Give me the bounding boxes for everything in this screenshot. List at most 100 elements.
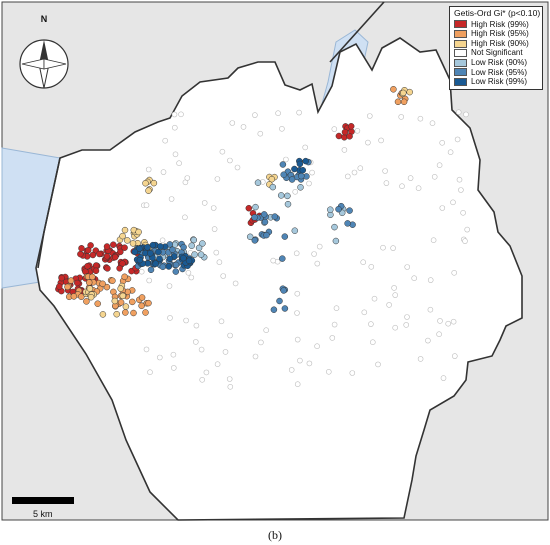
map-point xyxy=(351,169,358,176)
map-point xyxy=(383,180,390,186)
map-point xyxy=(180,254,187,262)
map-point xyxy=(67,277,75,284)
map-point xyxy=(144,244,151,251)
map-point xyxy=(263,231,270,239)
map-point xyxy=(417,356,424,362)
legend-swatch xyxy=(454,29,467,38)
map-point xyxy=(455,109,462,115)
map-point xyxy=(152,260,159,267)
map-point xyxy=(246,233,254,241)
map-point xyxy=(316,243,323,250)
map-point xyxy=(172,261,180,269)
map-point xyxy=(96,250,103,258)
map-point xyxy=(188,242,195,249)
map-point xyxy=(458,187,464,193)
map-point xyxy=(276,297,283,305)
map-point xyxy=(130,309,137,317)
map-point xyxy=(297,357,303,364)
map-point xyxy=(222,349,229,355)
map-point xyxy=(109,277,116,284)
map-point xyxy=(193,322,200,329)
map-point xyxy=(87,293,95,301)
map-point xyxy=(146,277,152,284)
map-point xyxy=(297,184,304,191)
map-point xyxy=(117,285,124,292)
map-point xyxy=(171,111,178,118)
map-point xyxy=(361,309,368,316)
map-point xyxy=(229,120,236,126)
boundary-line-northeast xyxy=(329,1,385,63)
legend-label: High Risk (99%) xyxy=(471,19,529,29)
map-point xyxy=(147,369,153,376)
map-point xyxy=(451,269,458,276)
map-point xyxy=(83,298,90,305)
map-point xyxy=(331,321,338,328)
map-point xyxy=(279,126,285,132)
map-point xyxy=(415,185,422,191)
map-point xyxy=(427,277,434,283)
map-point xyxy=(271,213,279,220)
map-point xyxy=(227,383,234,390)
map-point xyxy=(406,88,413,96)
map-point xyxy=(145,187,152,194)
map-point xyxy=(131,248,139,256)
map-point xyxy=(92,267,100,275)
map-point xyxy=(306,180,312,187)
north-arrow-needle-north xyxy=(39,40,49,64)
map-point xyxy=(135,228,142,236)
map-point xyxy=(335,205,342,213)
map-point xyxy=(344,220,351,227)
map-point xyxy=(149,241,157,249)
map-point xyxy=(291,227,299,234)
map-point xyxy=(400,89,407,97)
map-point xyxy=(180,243,187,251)
map-point xyxy=(284,192,291,200)
map-point xyxy=(143,202,150,208)
map-point xyxy=(454,136,461,143)
map-point xyxy=(84,247,92,254)
map-point xyxy=(142,179,149,187)
map-point xyxy=(252,353,259,360)
map-point xyxy=(119,292,127,300)
map-point xyxy=(138,302,145,310)
map-point xyxy=(143,346,150,353)
map-point xyxy=(159,263,167,271)
map-point xyxy=(333,305,340,312)
map-point xyxy=(227,157,233,164)
map-point xyxy=(341,128,349,136)
legend-item-not-significant: Not Significant xyxy=(454,48,538,58)
map-point xyxy=(369,339,376,346)
map-point xyxy=(302,144,309,151)
map-point xyxy=(252,203,259,211)
figure-caption: (b) xyxy=(268,528,282,542)
map-point xyxy=(263,327,270,334)
legend-title: Getis-Ord Gi* (p<0.10) xyxy=(454,8,541,18)
map-point xyxy=(145,166,152,173)
map-point xyxy=(198,346,205,353)
map-point xyxy=(89,273,96,281)
map-point xyxy=(368,321,374,327)
map-point xyxy=(188,274,195,281)
map-point xyxy=(270,257,277,264)
legend-item-high-risk-95: High Risk (95%) xyxy=(454,29,538,39)
map-point xyxy=(56,283,63,290)
map-point xyxy=(332,237,340,245)
map-point xyxy=(429,120,436,126)
legend-label: Low Risk (95%) xyxy=(471,67,528,77)
map-point xyxy=(58,274,65,282)
map-point xyxy=(103,283,111,291)
map-point xyxy=(147,266,155,274)
map-point xyxy=(136,245,143,252)
map-point xyxy=(357,165,364,171)
map-point xyxy=(445,320,452,327)
map-point xyxy=(400,98,408,106)
map-point xyxy=(294,336,301,343)
map-point xyxy=(201,200,208,206)
map-point xyxy=(155,248,162,256)
map-point xyxy=(119,260,126,267)
map-point xyxy=(344,173,351,180)
legend-label: Low Risk (90%) xyxy=(471,57,528,67)
map-point xyxy=(403,322,410,328)
map-point xyxy=(254,179,262,186)
map-point xyxy=(211,226,218,232)
